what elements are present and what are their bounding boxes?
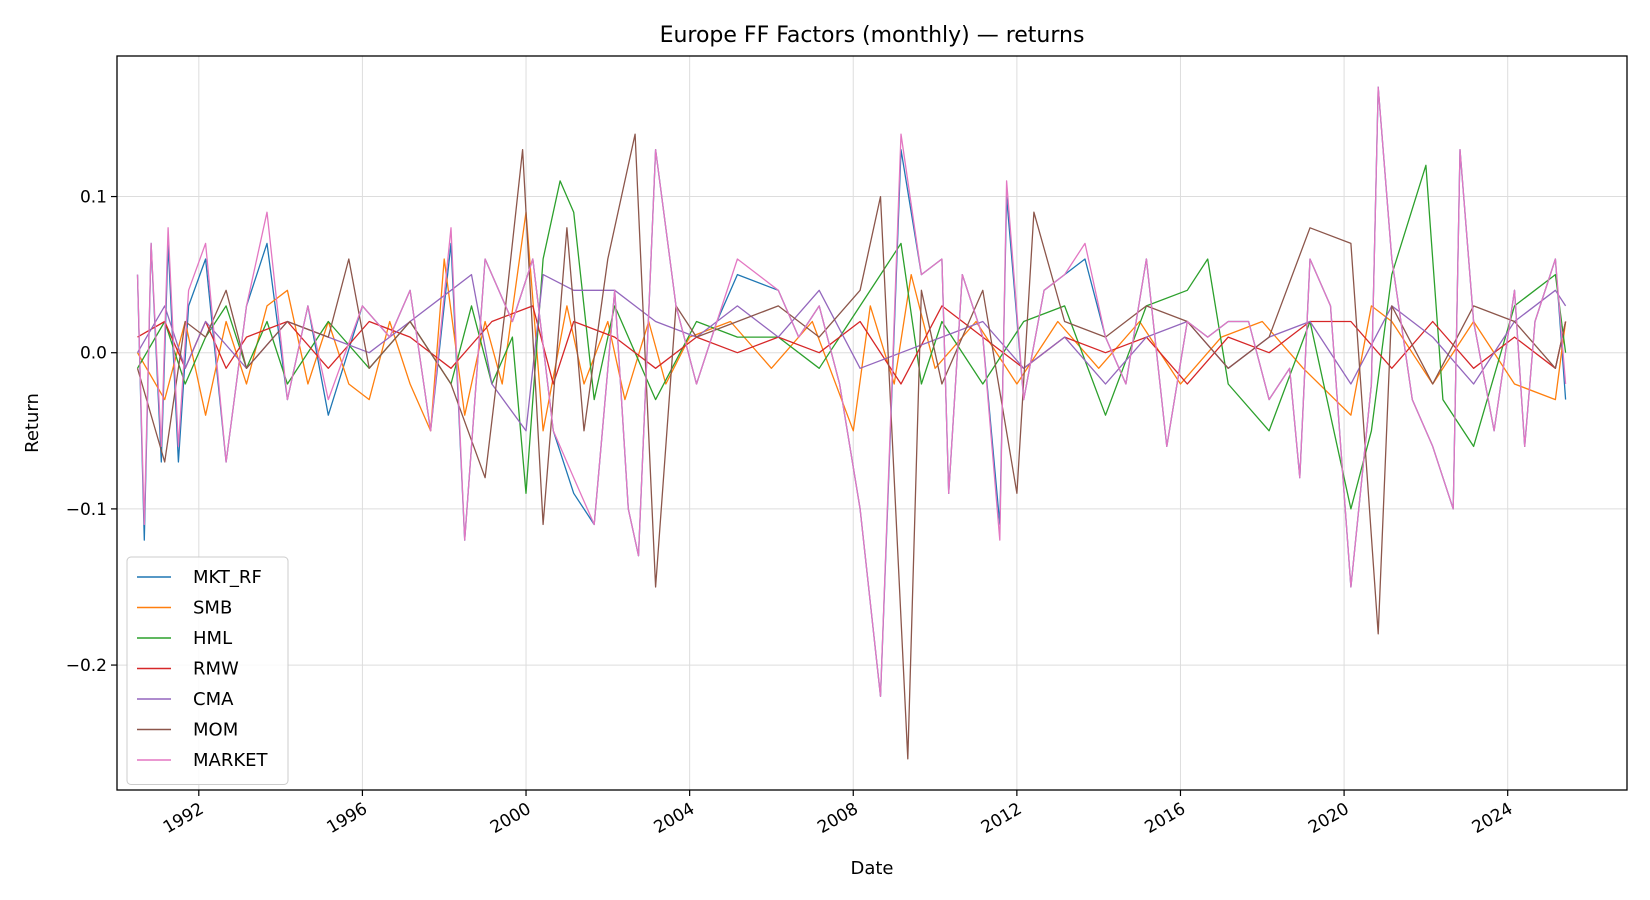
legend-label: HML — [193, 628, 232, 649]
series-line-smb — [136, 211, 1567, 432]
legend-box — [126, 556, 289, 785]
chart-title: Europe FF Factors (monthly) — returns — [660, 23, 1085, 48]
legend-label: MOM — [193, 720, 238, 741]
y-tick-label: −0.1 — [66, 500, 107, 520]
legend-label: CMA — [193, 689, 234, 710]
series-line-market — [136, 86, 1567, 697]
legend-label: MARKET — [193, 750, 269, 771]
y-tick-label: 0.1 — [80, 188, 107, 208]
legend-label: MKT_RF — [193, 567, 262, 588]
y-tick-label: 0.0 — [80, 344, 107, 364]
series-line-rmw — [137, 305, 1567, 385]
series-lines — [136, 86, 1567, 760]
x-axis-label: Date — [850, 858, 893, 879]
legend: MKT_RF SMB HML RMW CMA MOM MARKET — [126, 556, 289, 785]
plot-frame — [116, 55, 1628, 791]
y-axis-label: Return — [22, 393, 43, 453]
legend-label: RMW — [193, 659, 239, 680]
series-line-mom — [136, 133, 1567, 760]
legend-label: SMB — [193, 598, 232, 619]
y-tick-label: −0.2 — [66, 656, 107, 676]
y-axis: 0.1 0.0 −0.1 −0.2 — [66, 188, 117, 676]
